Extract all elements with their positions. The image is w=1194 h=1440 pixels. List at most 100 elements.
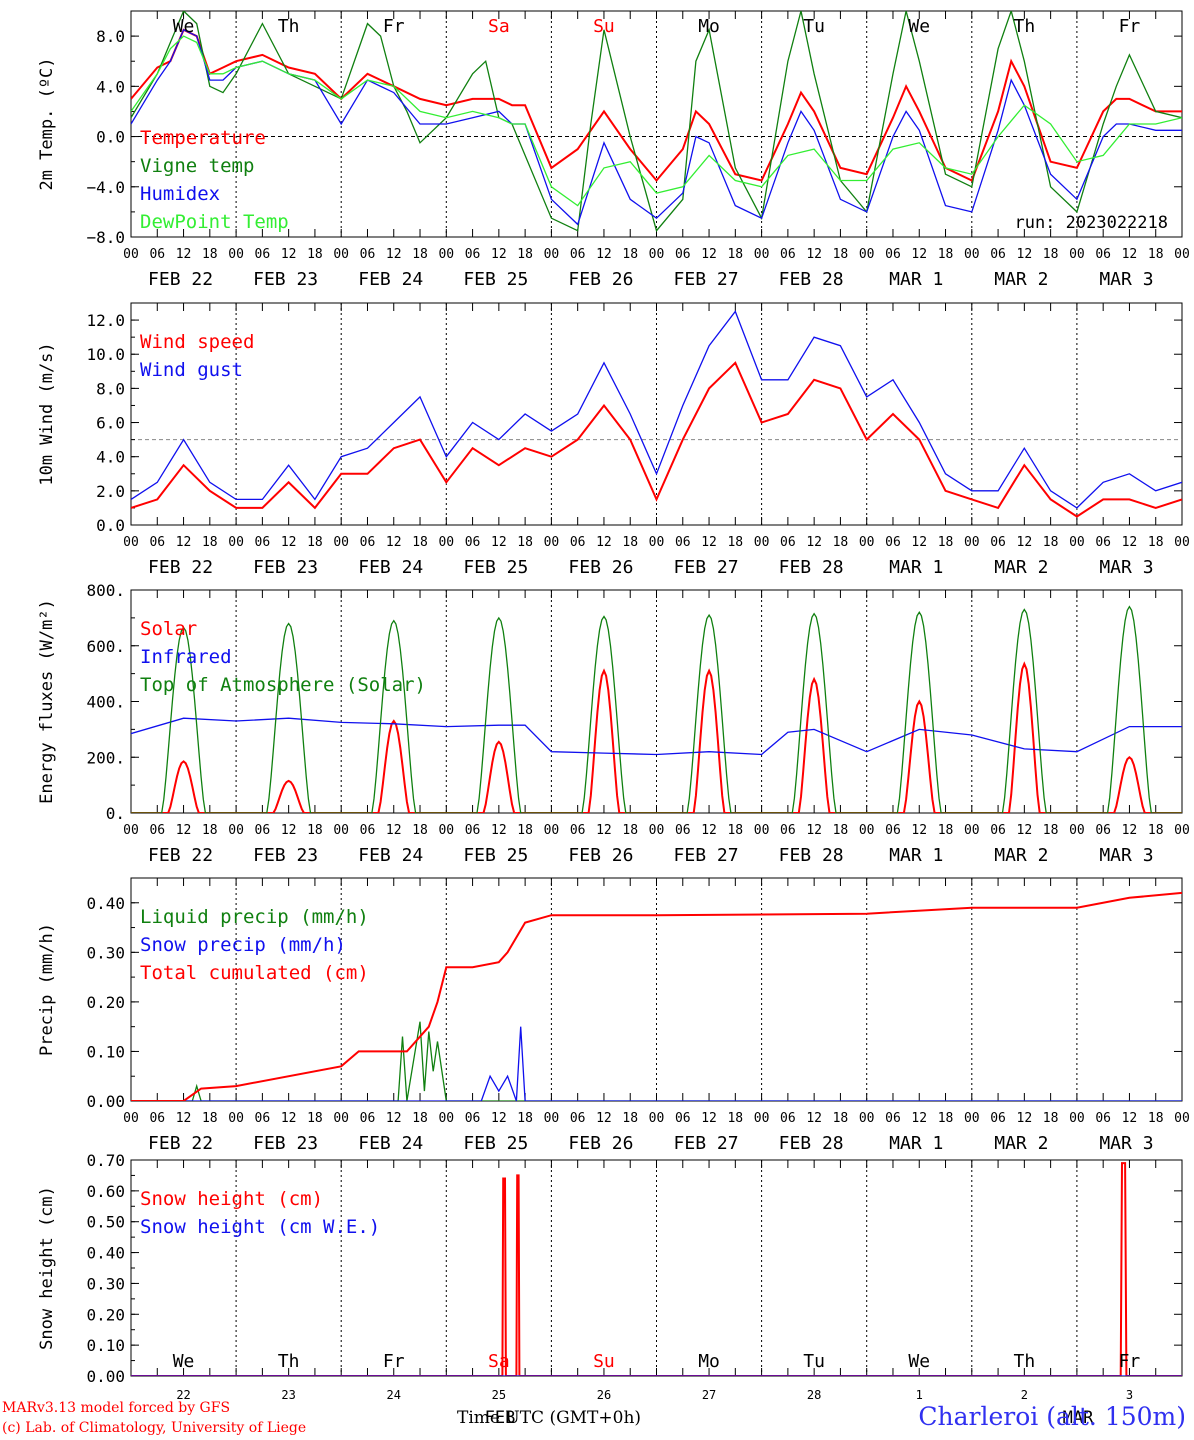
hour-tick-label: 00 xyxy=(544,247,560,262)
hour-tick-label: 18 xyxy=(622,1111,638,1126)
hour-tick-label: 18 xyxy=(202,247,218,262)
date-label: FEB 22 xyxy=(148,557,213,578)
date-label: FEB 27 xyxy=(674,845,739,866)
day-number-label: 27 xyxy=(702,1388,716,1402)
hour-tick-label: 18 xyxy=(1148,247,1164,262)
y-tick-label: 0.00 xyxy=(86,1367,125,1386)
weekday-label: Tu xyxy=(803,1351,825,1372)
hour-tick-label: 12 xyxy=(1017,1111,1033,1126)
hour-tick-label: 12 xyxy=(281,535,297,550)
hour-tick-label: 06 xyxy=(990,823,1006,838)
hour-tick-label: 00 xyxy=(438,535,454,550)
weekday-label: Th xyxy=(278,16,300,37)
hour-tick-label: 12 xyxy=(1122,535,1138,550)
energy-series-line xyxy=(131,605,1182,813)
hour-tick-label: 12 xyxy=(911,535,927,550)
y-tick-label: 0.0 xyxy=(96,128,125,147)
hour-tick-label: 12 xyxy=(491,535,507,550)
hour-tick-label: 18 xyxy=(517,247,533,262)
hour-tick-label: 00 xyxy=(544,1111,560,1126)
hour-tick-label: 12 xyxy=(911,1111,927,1126)
date-label: FEB 24 xyxy=(358,557,423,578)
hour-tick-label: 00 xyxy=(964,823,980,838)
hour-tick-label: 12 xyxy=(281,823,297,838)
hour-tick-label: 06 xyxy=(360,535,376,550)
hour-tick-label: 18 xyxy=(1043,1111,1059,1126)
hour-tick-label: 12 xyxy=(701,823,717,838)
temp-y-axis-label: 2m Temp. (ºC) xyxy=(37,57,57,190)
hour-tick-label: 06 xyxy=(360,1111,376,1126)
hour-tick-label: 18 xyxy=(412,1111,428,1126)
y-tick-label: 0.20 xyxy=(86,993,125,1012)
station-name: Charleroi (alt. 150m) xyxy=(918,1402,1186,1431)
hour-tick-label: 18 xyxy=(727,1111,743,1126)
weekday-label: Fr xyxy=(383,16,405,37)
day-number-label: 26 xyxy=(597,1388,611,1402)
hour-tick-label: 12 xyxy=(596,535,612,550)
day-number-label: 24 xyxy=(387,1388,401,1402)
date-label: FEB 23 xyxy=(253,269,318,290)
hour-tick-label: 06 xyxy=(149,535,165,550)
weekday-label: Th xyxy=(1014,16,1036,37)
hour-tick-label: 12 xyxy=(596,247,612,262)
date-label: MAR 3 xyxy=(1099,1133,1153,1154)
hour-tick-label: 06 xyxy=(1095,1111,1111,1126)
y-tick-label: 8.0 xyxy=(96,379,125,398)
hour-tick-label: 00 xyxy=(859,823,875,838)
snow-series-line xyxy=(131,1162,1182,1376)
date-label: FEB 28 xyxy=(779,845,844,866)
month-label: FEB xyxy=(485,1408,516,1428)
date-label: MAR 3 xyxy=(1099,269,1153,290)
temp-legend-entry: Temperature xyxy=(140,127,266,149)
hour-tick-label: 12 xyxy=(491,247,507,262)
hour-tick-label: 18 xyxy=(412,247,428,262)
day-number-label: 22 xyxy=(176,1388,190,1402)
hour-tick-label: 00 xyxy=(438,823,454,838)
y-tick-label: 0. xyxy=(106,804,125,823)
hour-tick-label: 06 xyxy=(780,535,796,550)
energy-series-line xyxy=(131,717,1182,756)
precip-legend-entry: Total cumulated (cm) xyxy=(140,962,369,984)
hour-tick-label: 12 xyxy=(1122,247,1138,262)
y-tick-label: 0.30 xyxy=(86,943,125,962)
hour-tick-label: 12 xyxy=(1017,823,1033,838)
hour-tick-label: 12 xyxy=(1017,535,1033,550)
hour-tick-label: 12 xyxy=(806,247,822,262)
hour-tick-label: 00 xyxy=(754,823,770,838)
hour-tick-label: 18 xyxy=(938,535,954,550)
y-tick-label: 600. xyxy=(86,637,125,656)
hour-tick-label: 18 xyxy=(202,823,218,838)
energy-y-axis-label: Energy fluxes (W/m²) xyxy=(37,599,57,804)
hour-tick-label: 06 xyxy=(255,823,271,838)
wind-panel: 0.0 2.0 4.0 6.0 8.0 10.0 12.0 10m Wind (m/s) Win… xyxy=(37,302,1190,578)
temp-legend-entry: DewPoint Temp xyxy=(140,211,289,233)
temp-frame xyxy=(130,10,1183,238)
hour-tick-label: 12 xyxy=(386,1111,402,1126)
hour-tick-label: 00 xyxy=(123,823,139,838)
wind-legend-entry: Wind gust xyxy=(140,359,243,381)
date-label: MAR 1 xyxy=(889,845,943,866)
day-number-label: 25 xyxy=(492,1388,506,1402)
y-tick-label: 0.40 xyxy=(86,1244,125,1263)
date-label: MAR 3 xyxy=(1099,845,1153,866)
hour-tick-label: 06 xyxy=(780,247,796,262)
hour-tick-label: 18 xyxy=(833,1111,849,1126)
hour-tick-label: 18 xyxy=(307,823,323,838)
hour-tick-label: 12 xyxy=(596,1111,612,1126)
hour-tick-label: 06 xyxy=(1095,535,1111,550)
day-number-label: 28 xyxy=(807,1388,821,1402)
hour-tick-label: 12 xyxy=(176,535,192,550)
hour-tick-label: 18 xyxy=(1148,535,1164,550)
hour-tick-label: 06 xyxy=(570,247,586,262)
hour-tick-label: 18 xyxy=(622,823,638,838)
hour-tick-label: 18 xyxy=(833,247,849,262)
snow-legend-entry: Snow height (cm W.E.) xyxy=(140,1216,380,1238)
date-label: FEB 25 xyxy=(463,1133,528,1154)
hour-tick-label: 00 xyxy=(1174,535,1190,550)
hour-tick-label: 18 xyxy=(1043,535,1059,550)
date-label: FEB 23 xyxy=(253,1133,318,1154)
date-label: MAR 2 xyxy=(994,1133,1048,1154)
hour-tick-label: 12 xyxy=(176,247,192,262)
hour-tick-label: 06 xyxy=(675,1111,691,1126)
hour-tick-label: 12 xyxy=(1122,1111,1138,1126)
